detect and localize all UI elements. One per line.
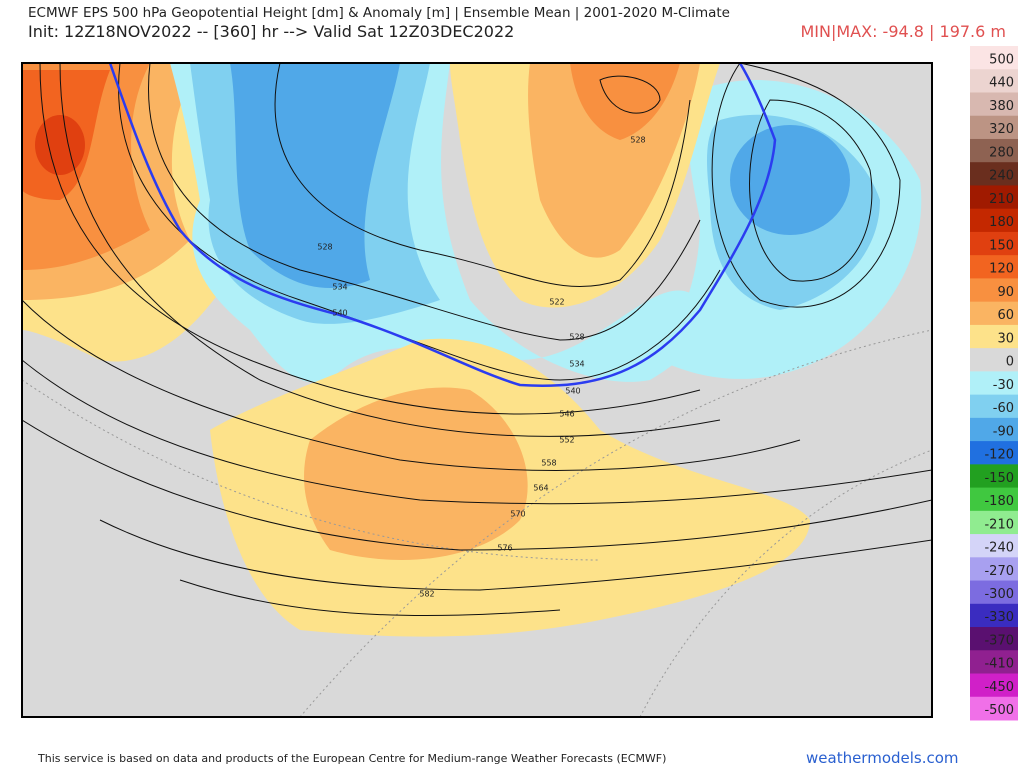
- colorbar-swatch: [970, 255, 1018, 279]
- colorbar-label: -500: [984, 703, 1014, 718]
- colorbar-label: 60: [997, 308, 1014, 323]
- colorbar-label: -270: [984, 564, 1014, 579]
- init-time: Init: 12Z18NOV2022 -- [360] hr --> Valid…: [28, 22, 515, 41]
- contour-label: 522: [549, 298, 564, 307]
- colorbar-label: -300: [984, 587, 1014, 602]
- colorbar-label: -330: [984, 610, 1014, 625]
- colorbar-swatch: [970, 185, 1018, 210]
- title: ECMWF EPS 500 hPa Geopotential Height [d…: [28, 5, 730, 21]
- colorbar-label: -240: [984, 541, 1014, 556]
- footer-notice: This service is based on data and produc…: [38, 752, 667, 765]
- contour-label: 534: [332, 283, 347, 292]
- contour-label: 582: [419, 590, 434, 599]
- colorbar-swatch: [970, 650, 1018, 675]
- colorbar-swatch: [970, 301, 1018, 326]
- colorbar-swatch: [970, 371, 1018, 396]
- colorbar-swatch: [970, 627, 1018, 651]
- colorbar-label: 30: [997, 331, 1014, 346]
- colorbar-label: 500: [989, 52, 1014, 67]
- contour-label: 534: [569, 360, 584, 369]
- colorbar-swatch: [970, 487, 1018, 512]
- colorbar-label: 150: [989, 238, 1014, 253]
- colorbar-label: -180: [984, 494, 1014, 509]
- contour-label: 576: [497, 544, 512, 553]
- colorbar-label: 90: [997, 285, 1014, 300]
- colorbar-swatch: [970, 278, 1018, 303]
- colorbar-swatch: [970, 464, 1018, 489]
- contour-label: 558: [541, 459, 556, 468]
- colorbar-swatch: [970, 69, 1018, 93]
- colorbar-label: -410: [984, 657, 1014, 672]
- colorbar-label: 180: [989, 215, 1014, 230]
- brand[interactable]: weathermodels.com: [806, 749, 959, 767]
- colorbar-swatch: [970, 603, 1018, 628]
- colorbar-label: 280: [989, 145, 1014, 160]
- colorbar-swatch: [970, 92, 1018, 117]
- colorbar-label: -150: [984, 471, 1014, 486]
- colorbar-swatch: [970, 673, 1018, 698]
- colorbar-label: 0: [1006, 355, 1014, 370]
- colorbar-label: -210: [984, 517, 1014, 532]
- colorbar-swatch: [970, 557, 1018, 582]
- contour-label: 540: [332, 309, 347, 318]
- map-frame: [21, 62, 933, 718]
- colorbar-label: -120: [984, 448, 1014, 463]
- colorbar-label: 120: [989, 262, 1014, 277]
- colorbar-label: 210: [989, 192, 1014, 207]
- colorbar-label: 380: [989, 99, 1014, 114]
- colorbar-swatch: [970, 441, 1018, 465]
- colorbar-label: -60: [993, 401, 1014, 416]
- colorbar-swatch: [970, 348, 1018, 372]
- colorbar-swatch: [970, 534, 1018, 558]
- colorbar-swatch: [970, 46, 1018, 70]
- colorbar-label: -90: [993, 424, 1014, 439]
- colorbar-label: -370: [984, 633, 1014, 648]
- colorbar-label: 240: [989, 169, 1014, 184]
- colorbar-swatch: [970, 138, 1018, 163]
- contour-label: 564: [533, 484, 548, 493]
- colorbar-swatch: [970, 417, 1018, 442]
- contour-label: 552: [559, 436, 574, 445]
- colorbar-swatch: [970, 696, 1018, 721]
- colorbar-swatch: [970, 510, 1018, 535]
- colorbar-swatch: [970, 580, 1018, 605]
- colorbar-label: -30: [993, 378, 1014, 393]
- colorbar-swatch: [970, 394, 1018, 419]
- colorbar-swatch: [970, 115, 1018, 140]
- colorbar-label: 440: [989, 76, 1014, 91]
- colorbar-swatch: [970, 162, 1018, 186]
- colorbar-label: 320: [989, 122, 1014, 137]
- contour-label: 528: [569, 333, 584, 342]
- colorbar-label: -450: [984, 680, 1014, 695]
- contour-label: 528: [630, 136, 645, 145]
- contour-label: 570: [510, 510, 525, 519]
- colorbar: 500 440 380 320 280 240 210 180 150 120 90 60 30 0 -30…: [970, 46, 1018, 721]
- colorbar-swatch: [970, 324, 1018, 349]
- contour-label: 546: [559, 410, 574, 419]
- colorbar-swatch: [970, 231, 1018, 256]
- contour-label: 540: [565, 387, 580, 396]
- min-max: MIN|MAX: -94.8 | 197.6 m: [800, 22, 1006, 41]
- contour-label: 528: [317, 243, 332, 252]
- colorbar-swatch: [970, 208, 1018, 233]
